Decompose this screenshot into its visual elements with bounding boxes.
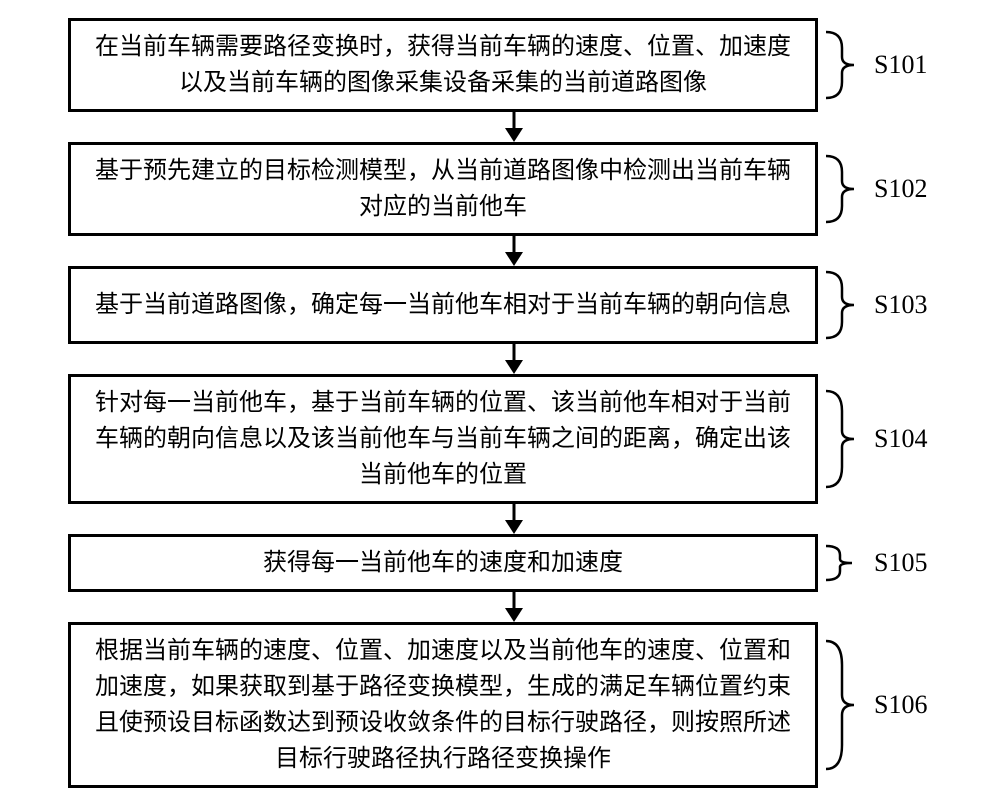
step-row-1: 在当前车辆需要路径变换时，获得当前车辆的速度、位置、加速度以及当前车辆的图像采集… bbox=[40, 18, 960, 112]
brace-icon bbox=[824, 383, 866, 495]
step-box-2: 基于预先建立的目标检测模型，从当前道路图像中检测出当前车辆对应的当前他车 bbox=[68, 142, 818, 236]
arrow-3 bbox=[139, 344, 889, 374]
brace-1: S101 bbox=[824, 26, 927, 104]
arrow-down-icon bbox=[502, 504, 526, 534]
step-text-2: 基于预先建立的目标检测模型，从当前道路图像中检测出当前车辆对应的当前他车 bbox=[87, 153, 799, 225]
step-text-6: 根据当前车辆的速度、位置、加速度以及当前他车的速度、位置和加速度，如果获取到基于… bbox=[87, 633, 799, 777]
step-row-5: 获得每一当前他车的速度和加速度 S105 bbox=[40, 534, 960, 592]
step-box-3: 基于当前道路图像，确定每一当前他车相对于当前车辆的朝向信息 bbox=[68, 266, 818, 344]
arrow-4 bbox=[139, 504, 889, 534]
step-row-2: 基于预先建立的目标检测模型，从当前道路图像中检测出当前车辆对应的当前他车 S10… bbox=[40, 142, 960, 236]
step-text-3: 基于当前道路图像，确定每一当前他车相对于当前车辆的朝向信息 bbox=[95, 287, 791, 323]
arrow-down-icon bbox=[502, 592, 526, 622]
brace-5: S105 bbox=[824, 542, 927, 584]
step-row-6: 根据当前车辆的速度、位置、加速度以及当前他车的速度、位置和加速度，如果获取到基于… bbox=[40, 622, 960, 788]
step-text-4: 针对每一当前他车，基于当前车辆的位置、该当前他车相对于当前车辆的朝向信息以及该当… bbox=[87, 385, 799, 493]
step-box-5: 获得每一当前他车的速度和加速度 bbox=[68, 534, 818, 592]
flowchart-container: 在当前车辆需要路径变换时，获得当前车辆的速度、位置、加速度以及当前车辆的图像采集… bbox=[40, 18, 960, 788]
step-label-3: S103 bbox=[874, 290, 927, 320]
step-box-4: 针对每一当前他车，基于当前车辆的位置、该当前他车相对于当前车辆的朝向信息以及该当… bbox=[68, 374, 818, 504]
step-row-4: 针对每一当前他车，基于当前车辆的位置、该当前他车相对于当前车辆的朝向信息以及该当… bbox=[40, 374, 960, 504]
brace-icon bbox=[824, 266, 866, 344]
brace-icon bbox=[824, 26, 866, 104]
step-label-4: S104 bbox=[874, 424, 927, 454]
brace-3: S103 bbox=[824, 266, 927, 344]
brace-2: S102 bbox=[824, 150, 927, 228]
step-text-1: 在当前车辆需要路径变换时，获得当前车辆的速度、位置、加速度以及当前车辆的图像采集… bbox=[87, 29, 799, 101]
arrow-1 bbox=[139, 112, 889, 142]
brace-4: S104 bbox=[824, 383, 927, 495]
arrow-down-icon bbox=[502, 236, 526, 266]
brace-icon bbox=[824, 150, 866, 228]
step-box-6: 根据当前车辆的速度、位置、加速度以及当前他车的速度、位置和加速度，如果获取到基于… bbox=[68, 622, 818, 788]
step-label-2: S102 bbox=[874, 174, 927, 204]
arrow-5 bbox=[139, 592, 889, 622]
brace-icon bbox=[824, 542, 866, 584]
brace-icon bbox=[824, 631, 866, 779]
step-label-6: S106 bbox=[874, 690, 927, 720]
step-row-3: 基于当前道路图像，确定每一当前他车相对于当前车辆的朝向信息 S103 bbox=[40, 266, 960, 344]
brace-6: S106 bbox=[824, 631, 927, 779]
step-label-5: S105 bbox=[874, 548, 927, 578]
step-box-1: 在当前车辆需要路径变换时，获得当前车辆的速度、位置、加速度以及当前车辆的图像采集… bbox=[68, 18, 818, 112]
arrow-down-icon bbox=[502, 112, 526, 142]
step-text-5: 获得每一当前他车的速度和加速度 bbox=[263, 545, 623, 581]
arrow-down-icon bbox=[502, 344, 526, 374]
arrow-2 bbox=[139, 236, 889, 266]
step-label-1: S101 bbox=[874, 50, 927, 80]
